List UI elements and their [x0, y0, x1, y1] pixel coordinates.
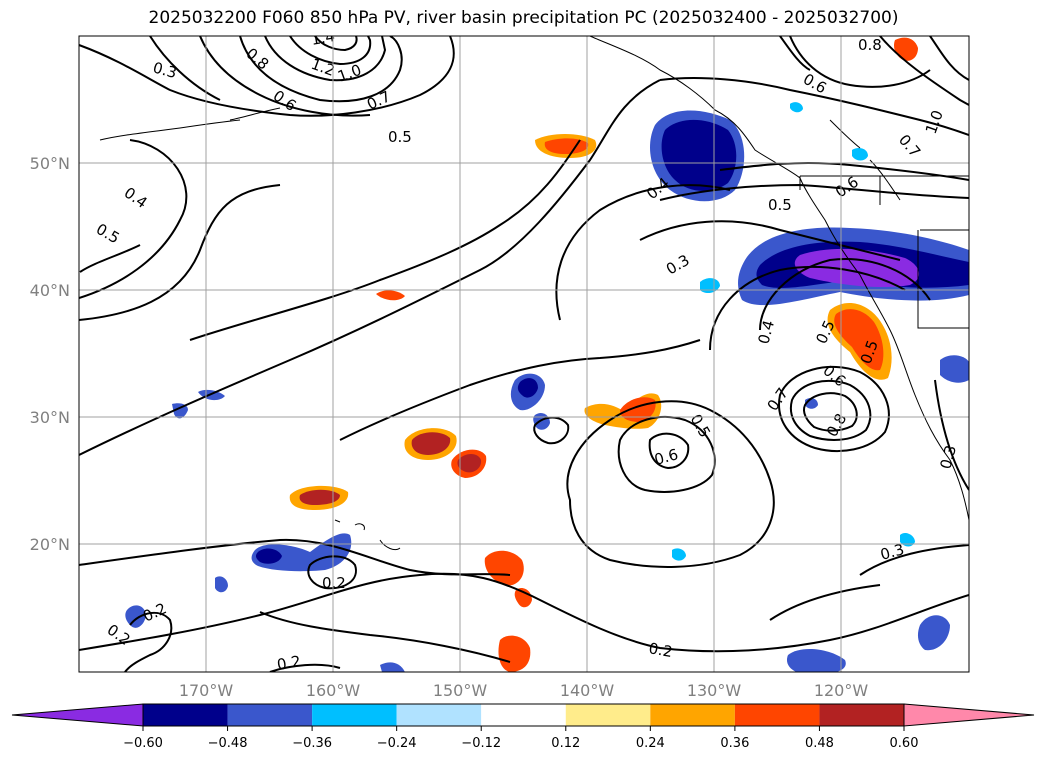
- contour-label: 0.3: [878, 540, 906, 564]
- lat-label: 30°N: [30, 408, 70, 427]
- contour-label: 0.4: [754, 318, 778, 346]
- colorbar-cell: [312, 704, 397, 726]
- colorbar-cell: [143, 704, 228, 726]
- lat-label: 50°N: [30, 154, 70, 173]
- contour-label: 0.8: [858, 36, 882, 54]
- colorbar-extend-high: [903, 703, 1035, 727]
- colorbar-cell: [734, 704, 820, 726]
- colorbar-tick-label: 0.24: [636, 736, 665, 751]
- colorbar-cell: [819, 704, 904, 726]
- contour-label: 0.5: [768, 196, 792, 214]
- colorbar-tick-label: 0.36: [720, 736, 749, 751]
- colorbar-cell: [227, 704, 313, 726]
- longitude-axis: 170°W 160°W 150°W 140°W 130°W 120°W: [179, 681, 869, 700]
- gridlines: [79, 36, 969, 672]
- contour-label: 0.6: [652, 445, 680, 469]
- contour-label: 1.4: [310, 27, 337, 49]
- latitude-axis: 50°N 40°N 30°N 20°N: [30, 154, 70, 554]
- map-area: [79, 36, 969, 672]
- colorbar-cell: [565, 704, 651, 726]
- pv-contours: [79, 36, 969, 672]
- contour-label: 0.3: [151, 58, 179, 82]
- colorbar-tick-label: 0.12: [551, 736, 580, 751]
- contour-label: 0.3: [936, 443, 960, 471]
- map-frame: [78, 35, 970, 673]
- lon-label: 120°W: [814, 681, 869, 700]
- colorbar-tick-label: −0.24: [377, 736, 417, 751]
- colorbar-tick-label: 0.60: [890, 736, 919, 751]
- colorbar-tick-label: −0.48: [208, 736, 248, 751]
- contour-label: 0.2: [322, 574, 346, 592]
- lat-label: 40°N: [30, 281, 70, 300]
- map-title: 2025032200 F060 850 hPa PV, river basin …: [148, 8, 899, 28]
- lon-label: 140°W: [560, 681, 615, 700]
- contour-label: 0.2: [276, 652, 303, 674]
- contour-label: 0.5: [388, 128, 412, 146]
- lon-label: 170°W: [179, 681, 234, 700]
- lon-label: 150°W: [433, 681, 488, 700]
- colorbar-cell: [650, 704, 735, 726]
- colorbar-tick-label: −0.12: [461, 736, 501, 751]
- colorbar: −0.60 −0.48 −0.36 −0.24 −0.12 0.12 0.24 0.36 0.4…: [11, 703, 1035, 751]
- colorbar-cell: [396, 704, 482, 726]
- colorbar-extend-low: [11, 703, 144, 727]
- colorbar-tick-label: −0.60: [123, 736, 163, 751]
- colorbar-cell: [481, 704, 566, 726]
- lat-label: 20°N: [30, 535, 70, 554]
- lon-label: 130°W: [687, 681, 742, 700]
- lon-label: 160°W: [306, 681, 361, 700]
- colorbar-tick-label: 0.48: [805, 736, 834, 751]
- colorbar-frame: [142, 703, 905, 727]
- contour-label: 0.2: [647, 639, 674, 661]
- colorbar-tick-label: −0.36: [292, 736, 332, 751]
